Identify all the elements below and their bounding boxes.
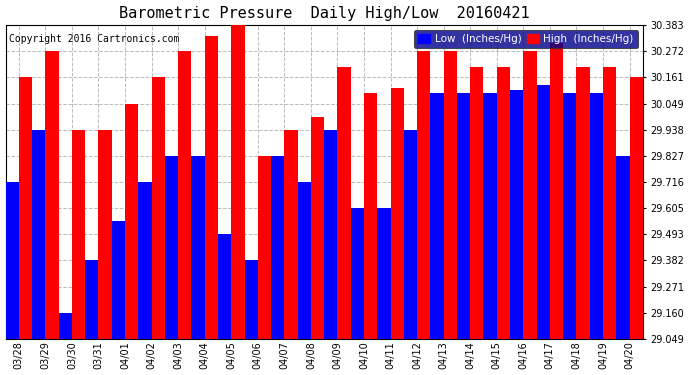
- Bar: [125, 104, 138, 339]
- Bar: [550, 44, 563, 339]
- Bar: [85, 261, 99, 339]
- Bar: [537, 85, 550, 339]
- Bar: [191, 156, 205, 339]
- Bar: [6, 182, 19, 339]
- Bar: [19, 77, 32, 339]
- Bar: [377, 208, 391, 339]
- Bar: [324, 130, 337, 339]
- Bar: [629, 77, 643, 339]
- Bar: [470, 67, 484, 339]
- Bar: [218, 234, 231, 339]
- Bar: [510, 90, 523, 339]
- Bar: [351, 208, 364, 339]
- Bar: [603, 67, 616, 339]
- Bar: [364, 93, 377, 339]
- Bar: [590, 93, 603, 339]
- Bar: [99, 130, 112, 339]
- Bar: [244, 261, 258, 339]
- Bar: [391, 88, 404, 339]
- Bar: [284, 130, 297, 339]
- Bar: [457, 93, 470, 339]
- Text: Copyright 2016 Cartronics.com: Copyright 2016 Cartronics.com: [9, 34, 179, 44]
- Title: Barometric Pressure  Daily High/Low  20160421: Barometric Pressure Daily High/Low 20160…: [119, 6, 529, 21]
- Bar: [165, 156, 178, 339]
- Bar: [616, 156, 629, 339]
- Bar: [576, 67, 590, 339]
- Bar: [32, 130, 46, 339]
- Bar: [563, 93, 576, 339]
- Bar: [231, 25, 244, 339]
- Bar: [404, 130, 417, 339]
- Legend: Low  (Inches/Hg), High  (Inches/Hg): Low (Inches/Hg), High (Inches/Hg): [414, 30, 638, 48]
- Bar: [72, 130, 85, 339]
- Bar: [112, 221, 125, 339]
- Bar: [205, 36, 218, 339]
- Bar: [497, 67, 510, 339]
- Bar: [337, 67, 351, 339]
- Bar: [431, 93, 444, 339]
- Bar: [444, 51, 457, 339]
- Bar: [46, 51, 59, 339]
- Bar: [271, 156, 284, 339]
- Bar: [59, 313, 72, 339]
- Bar: [178, 51, 191, 339]
- Bar: [138, 182, 152, 339]
- Bar: [258, 156, 271, 339]
- Bar: [311, 117, 324, 339]
- Bar: [417, 51, 431, 339]
- Bar: [484, 93, 497, 339]
- Bar: [297, 182, 311, 339]
- Bar: [152, 77, 165, 339]
- Bar: [523, 51, 537, 339]
